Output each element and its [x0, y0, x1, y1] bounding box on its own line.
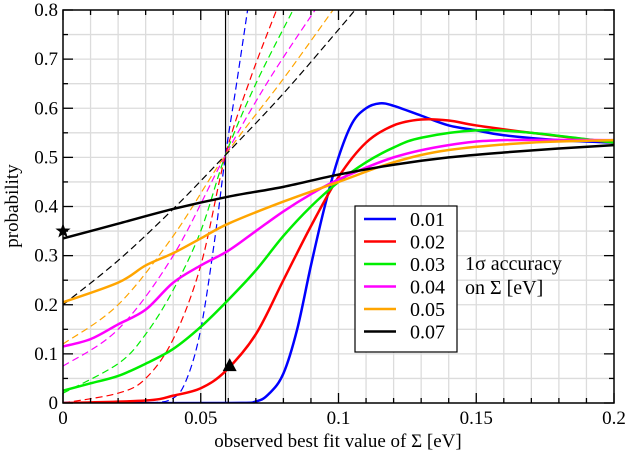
x-tick-label: 0.1 [327, 408, 351, 429]
legend-label-0.05: 0.05 [410, 299, 445, 321]
legend: 0.010.020.030.040.050.07 [354, 205, 458, 353]
triangle-marker [222, 358, 237, 372]
legend-label-0.02: 0.02 [410, 232, 445, 254]
series-line-0.07 [63, 143, 614, 240]
x-tick-label: 0 [58, 408, 68, 429]
x-tick-label: 0.15 [460, 408, 493, 429]
series-line-0.03 [63, 128, 614, 392]
series-line-0.02 [63, 117, 614, 403]
grid [63, 10, 614, 403]
dashed-series-line [63, 10, 294, 394]
y-tick-label: 0.1 [34, 344, 58, 365]
y-tick-label: 0 [49, 393, 59, 414]
y-tick-label: 0.3 [34, 246, 58, 267]
series-group [63, 10, 614, 403]
y-tick-label: 0.5 [34, 147, 58, 168]
y-tick-label: 0.4 [34, 197, 58, 218]
legend-title-line-2: on Σ [eV] [465, 277, 543, 299]
legend-label-0.01: 0.01 [410, 209, 445, 231]
x-tick-label: 0.2 [602, 408, 626, 429]
y-tick-label: 0.7 [34, 49, 58, 70]
x-tick-label: 0.05 [184, 408, 217, 429]
legend-label-0.03: 0.03 [410, 254, 445, 276]
series-line-0.05 [63, 138, 614, 304]
legend-label-0.07: 0.07 [410, 322, 445, 344]
legend-label-0.04: 0.04 [410, 277, 445, 299]
dashed-series-line [63, 10, 334, 345]
legend-box [354, 205, 458, 353]
y-axis-label: probability [2, 164, 23, 248]
x-axis-label: observed best fit value of Σ [eV] [214, 431, 461, 452]
series-line-0.04 [63, 138, 614, 348]
axes: 0 0.05 0.1 0.15 0.2 0 0.1 0.2 0.3 0.4 0.5 0.6 0.7 0.8 [34, 0, 626, 429]
y-tick-label: 0.8 [34, 0, 58, 21]
plot-area [55, 10, 614, 403]
y-tick-label: 0.2 [34, 295, 58, 316]
dashed-series-line [63, 10, 356, 306]
legend-title-line-1: 1σ accuracy [465, 253, 562, 275]
dashed-series-line [63, 10, 316, 367]
y-tick-label: 0.6 [34, 98, 58, 119]
dashed-series-line [63, 10, 278, 403]
